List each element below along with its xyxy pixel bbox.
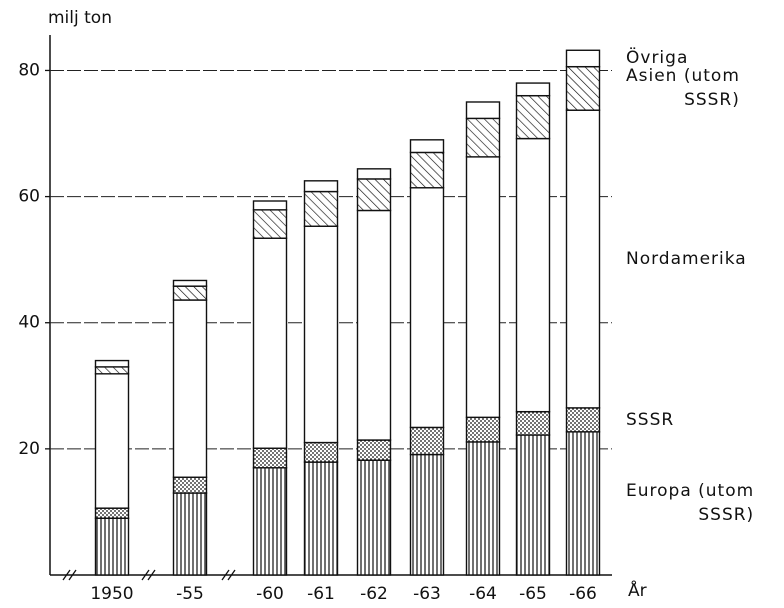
bar-segment	[94, 507, 130, 519]
bar-segment	[252, 467, 288, 576]
bar-segment	[565, 65, 601, 111]
bar-segment	[515, 94, 551, 140]
bar-segment	[252, 237, 288, 449]
legend-label: Övriga	[626, 48, 689, 69]
bar-segment	[303, 190, 339, 227]
x-tick-label: -63	[413, 584, 441, 604]
bar-segment	[465, 441, 501, 576]
y-tick-label: 40	[18, 313, 40, 333]
y-axis-label: milj ton	[48, 8, 112, 28]
bar-segment	[252, 209, 288, 239]
legend-label: SSSR	[626, 409, 675, 430]
x-tick-label: -55	[176, 584, 204, 604]
y-tick-label: 20	[18, 439, 40, 459]
bar-segment	[94, 373, 130, 509]
bar-segment	[172, 299, 208, 478]
bar-segment	[303, 441, 339, 463]
legend-label: Nordamerika	[626, 249, 747, 270]
bar-segment	[252, 200, 288, 211]
bar-segment	[303, 225, 339, 444]
x-axis-label: År	[628, 579, 647, 601]
x-tick-label: 1950	[90, 584, 133, 604]
legend-label: Asien (utom SSSR)	[626, 66, 740, 111]
bar-segment	[356, 439, 392, 461]
bar-segment	[515, 434, 551, 576]
bar-segment	[303, 180, 339, 193]
bar-segment	[465, 156, 501, 419]
bar-segment	[172, 279, 208, 287]
bar-segment	[465, 117, 501, 158]
axis-breaks	[62, 569, 236, 581]
bar-segment	[172, 492, 208, 576]
bar-segment	[565, 109, 601, 409]
bar-segment	[515, 82, 551, 97]
bar-segment	[172, 476, 208, 494]
bar-segment	[409, 151, 445, 189]
x-tick-label: -60	[256, 584, 284, 604]
legend-label: Europa (utom SSSR)	[626, 481, 755, 526]
bar-segment	[356, 459, 392, 576]
x-tick-label: -64	[469, 584, 497, 604]
x-tick-label: -61	[307, 584, 335, 604]
bar-segment	[94, 366, 130, 375]
x-tick-label: -65	[519, 584, 547, 604]
bar-segment	[465, 416, 501, 443]
bar-segment	[356, 178, 392, 212]
bar-segment	[515, 410, 551, 436]
bar-segment	[94, 517, 130, 576]
bar-segment	[409, 187, 445, 429]
x-tick-label: -66	[569, 584, 597, 604]
bar-segment	[465, 101, 501, 120]
bar-segment	[356, 209, 392, 441]
bar-segment	[409, 426, 445, 456]
bar-segment	[94, 359, 130, 368]
bar-segment	[172, 285, 208, 301]
bar-segment	[409, 139, 445, 154]
bar-segment	[565, 49, 601, 68]
bar-segment	[565, 407, 601, 433]
bar-segment	[356, 168, 392, 180]
bar-segment	[303, 461, 339, 576]
bar-segment	[515, 137, 551, 413]
bar-segment	[252, 447, 288, 469]
y-tick-label: 60	[18, 187, 40, 207]
bar-segment	[409, 453, 445, 576]
x-tick-label: -62	[360, 584, 388, 604]
y-tick-label: 80	[18, 60, 40, 80]
bar-segment	[565, 431, 601, 576]
